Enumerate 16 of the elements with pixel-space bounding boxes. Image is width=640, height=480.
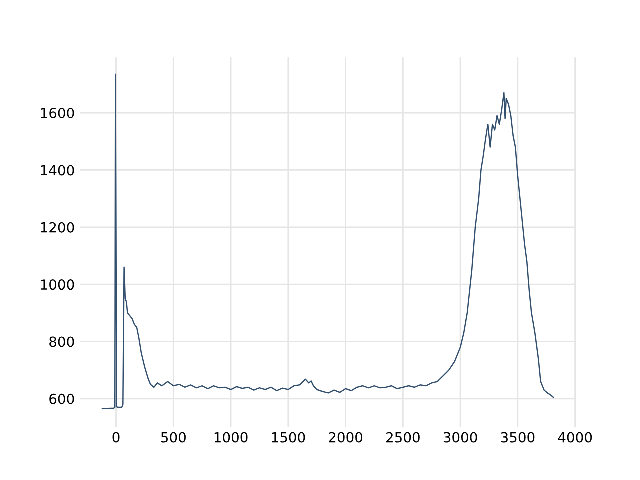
x-tick-label: 3000 <box>444 432 478 443</box>
y-tick-label: 800 <box>50 336 74 348</box>
line-series <box>102 74 554 410</box>
x-tick-label: 4000 <box>558 432 592 443</box>
y-tick-label: 1600 <box>41 108 74 119</box>
x-tick-label: 500 <box>161 432 186 443</box>
x-tick-label: 1000 <box>214 432 248 443</box>
y-tick-label: 600 <box>50 394 74 404</box>
x-tick-label: 0 <box>112 432 120 443</box>
y-tick-label: 1400 <box>41 165 74 176</box>
y-tick-label: 1200 <box>41 222 74 233</box>
x-tick-label: 2000 <box>329 432 363 443</box>
x-tick-label: 2500 <box>386 432 420 443</box>
x-tick-label: 1500 <box>272 432 306 443</box>
y-tick-label: 1000 <box>41 280 74 290</box>
x-tick-label: 3500 <box>501 432 535 443</box>
